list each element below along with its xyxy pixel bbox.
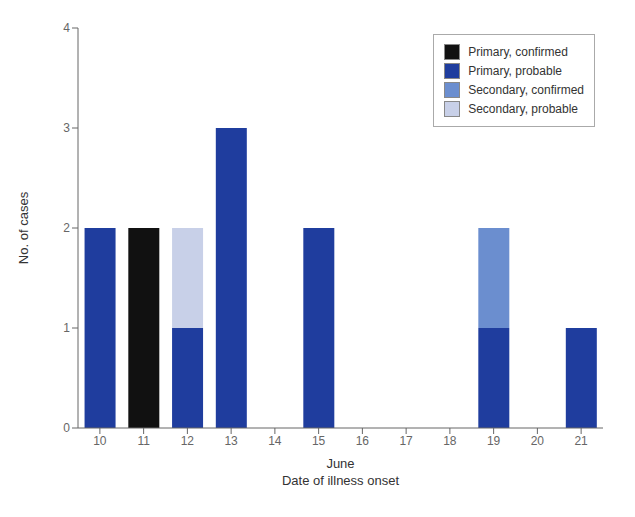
svg-text:15: 15 [312,434,326,448]
svg-text:19: 19 [487,434,501,448]
svg-text:3: 3 [63,121,70,135]
svg-text:21: 21 [574,434,588,448]
svg-text:12: 12 [181,434,195,448]
html-text:Secondary, probable: Secondary, probable [468,102,578,116]
html-text:Primary, confirmed: Primary, confirmed [468,45,568,59]
svg-text:No. of cases: No. of cases [16,191,31,264]
svg-text:JuneDate of illness onset: JuneDate of illness onset [282,456,399,488]
svg-text:0: 0 [63,421,70,435]
svg-text:13: 13 [224,434,238,448]
html-text:Primary, probable: Primary, probable [468,64,562,78]
svg-text:16: 16 [356,434,370,448]
svg-text:11: 11 [137,434,150,448]
svg-text:2: 2 [63,221,70,235]
svg-text:10: 10 [93,434,107,448]
svg-text:20: 20 [531,434,545,448]
svg-text:14: 14 [268,434,282,448]
svg-text:4: 4 [63,21,70,35]
svg-text:18: 18 [443,434,457,448]
svg-text:17: 17 [399,434,413,448]
svg-text:1: 1 [63,321,70,335]
html-text:Secondary, confirmed: Secondary, confirmed [468,83,584,97]
